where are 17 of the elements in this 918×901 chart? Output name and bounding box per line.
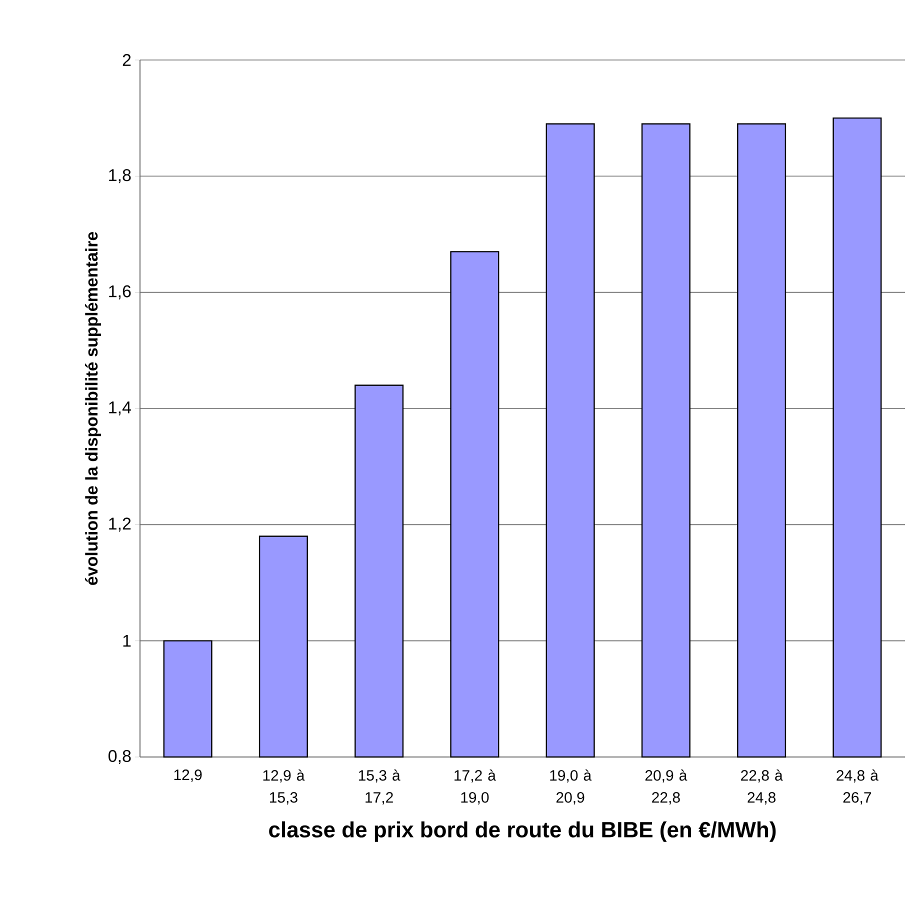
y-tick-label: 1,6 [109,285,131,300]
x-tick-label: 15,3 à 17,2 [358,770,400,804]
x-tick-label: 19,0 à 20,9 [550,770,592,804]
y-tick-label: 1 [123,634,131,647]
y-tick-label: 1,8 [109,169,131,184]
x-tick-label: 17,2 à 19,0 [454,770,496,804]
x-tick-label: 24,8 à 26,7 [836,770,878,804]
y-tick-label: 0,8 [108,750,131,764]
x-tick-label: 20,9 à 22,8 [645,770,688,804]
x-tick-label: 12,9 à 15,3 [263,770,305,804]
y-tick-label: 1,4 [109,402,131,416]
x-tick-label: 22,8 à 24,8 [741,770,783,804]
y-axis-title: évolution de la disponibilité supplémentaire [85,232,102,585]
y-tick-label: 1,2 [109,518,131,532]
x-tick-label: 12,9 [174,770,202,782]
y-tick-label: 2 [122,54,131,66]
x-axis-title: classe de prix bord de route du BIBE (en €/MWh) [269,821,776,842]
